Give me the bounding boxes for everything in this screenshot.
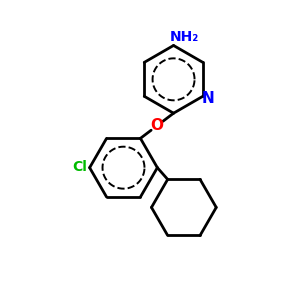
Text: N: N	[202, 91, 214, 106]
Text: O: O	[151, 118, 164, 133]
Text: NH₂: NH₂	[170, 30, 200, 44]
Text: Cl: Cl	[72, 160, 87, 174]
